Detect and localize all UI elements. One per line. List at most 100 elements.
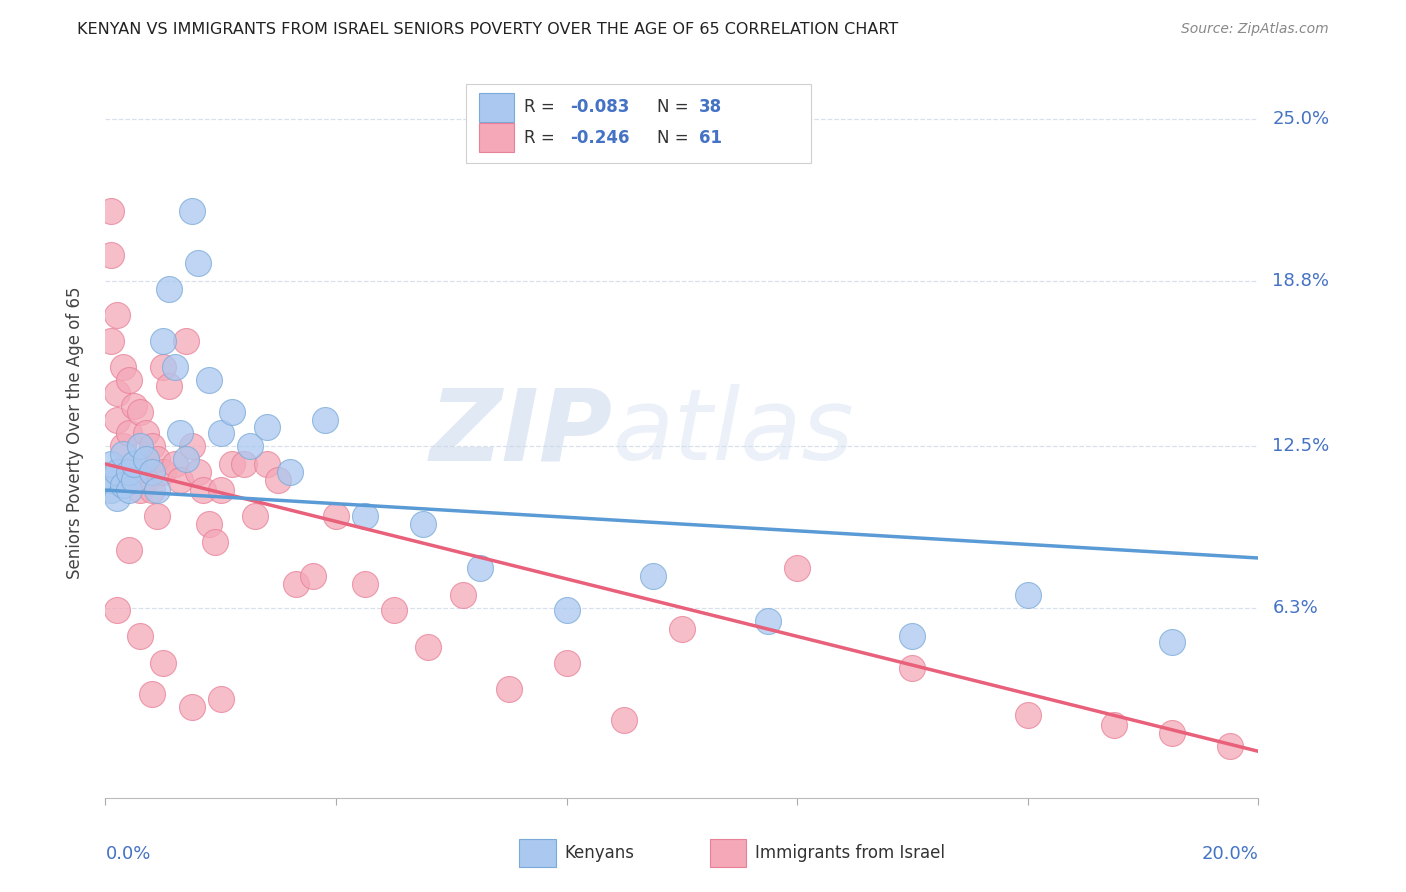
Point [1161,726,1184,740]
Y-axis label: Seniors Poverty Over the Age of 65: Seniors Poverty Over the Age of 65 [66,286,84,579]
Text: atlas: atlas [613,384,855,481]
Point [671,622,693,636]
Point [284,577,307,591]
Text: N =: N = [657,128,693,147]
FancyBboxPatch shape [467,84,811,163]
Point [141,687,163,701]
Point [163,360,186,375]
Point [157,282,180,296]
Point [100,203,122,218]
Point [152,465,174,479]
Point [117,465,139,479]
Point [174,451,197,466]
Text: -0.246: -0.246 [569,128,630,147]
Point [129,439,152,453]
Point [180,439,204,453]
Text: Immigrants from Israel: Immigrants from Israel [755,844,945,863]
Point [354,509,377,524]
Point [146,509,169,524]
Point [105,386,128,401]
Point [209,425,232,440]
Text: 61: 61 [699,128,723,147]
Point [901,629,924,643]
Point [152,360,174,375]
Point [198,517,221,532]
Point [117,483,139,497]
Point [786,561,808,575]
Point [100,457,122,471]
Point [157,378,180,392]
Point [314,412,336,426]
Point [117,543,139,558]
Text: ZIP: ZIP [430,384,613,481]
Point [141,439,163,453]
Point [180,203,204,218]
Text: R =: R = [524,128,560,147]
Point [1017,588,1039,602]
Point [221,405,243,419]
Point [129,483,152,497]
Point [256,420,278,434]
Text: 6.3%: 6.3% [1272,599,1317,616]
Point [187,256,209,270]
Point [111,360,134,375]
Point [124,457,146,471]
Point [174,334,197,349]
Point [141,483,163,497]
Point [1161,634,1184,648]
Text: Kenyans: Kenyans [564,844,634,863]
Point [256,457,278,471]
Text: -0.083: -0.083 [569,98,630,116]
Point [555,656,578,670]
Point [117,425,139,440]
Point [209,692,232,706]
Point [105,465,128,479]
Point [111,478,134,492]
Point [382,603,405,617]
Text: 0.0%: 0.0% [105,846,150,863]
Point [613,713,636,727]
Point [100,483,122,497]
Point [152,656,174,670]
Point [100,248,122,262]
Text: KENYAN VS IMMIGRANTS FROM ISRAEL SENIORS POVERTY OVER THE AGE OF 65 CORRELATION : KENYAN VS IMMIGRANTS FROM ISRAEL SENIORS… [77,22,898,37]
Point [209,483,232,497]
Point [124,473,146,487]
Point [187,465,209,479]
Point [221,457,243,471]
Text: R =: R = [524,98,560,116]
Point [124,465,146,479]
Text: 20.0%: 20.0% [1202,846,1258,863]
Point [135,425,157,440]
Point [105,491,128,505]
Point [111,446,134,460]
Point [498,681,520,696]
Point [198,373,221,387]
Point [163,457,186,471]
Point [643,569,665,583]
Point [354,577,377,591]
Point [135,473,157,487]
Point [124,400,146,414]
Text: 12.5%: 12.5% [1272,437,1330,455]
Point [146,483,169,497]
Text: N =: N = [657,98,693,116]
Text: 25.0%: 25.0% [1272,110,1330,128]
Point [105,603,128,617]
Point [470,561,492,575]
Point [100,334,122,349]
FancyBboxPatch shape [479,123,513,153]
Point [901,661,924,675]
Point [239,439,262,453]
Point [100,473,122,487]
Point [1102,718,1125,732]
Point [105,412,128,426]
Point [169,473,191,487]
Point [267,473,290,487]
Point [232,457,254,471]
Text: Source: ZipAtlas.com: Source: ZipAtlas.com [1181,22,1329,37]
Point [278,465,301,479]
Point [325,509,347,524]
Point [180,699,204,714]
FancyBboxPatch shape [710,839,747,867]
